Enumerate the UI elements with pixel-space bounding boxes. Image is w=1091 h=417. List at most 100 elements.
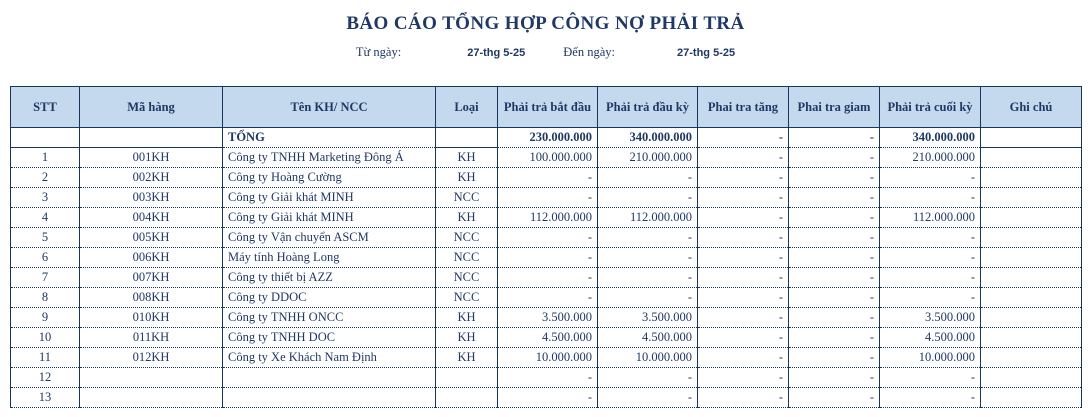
cell-stt: 5 xyxy=(10,227,80,248)
cell-ten: Công ty TNHH DOC xyxy=(222,327,436,348)
cell-dk: - xyxy=(597,287,698,308)
cell-ghi xyxy=(980,387,1082,408)
cell-tang: - xyxy=(697,207,789,228)
cell-ten xyxy=(222,387,436,408)
to-date-label: Đến ngày: xyxy=(563,45,616,59)
table-row: 9 010KH Công ty TNHH ONCC KH 3.500.000 3.500.… xyxy=(10,307,1082,328)
cell-ck: - xyxy=(879,167,981,188)
cell-bd: - xyxy=(497,287,598,308)
cell-ten: TỔNG xyxy=(222,127,436,148)
table-row: 11 012KH Công ty Xe Khách Nam Định KH 10.000… xyxy=(10,347,1082,368)
column-header-loai: Loại xyxy=(435,86,498,128)
cell-ghi xyxy=(980,267,1082,288)
cell-giam: - xyxy=(788,227,880,248)
cell-ma: 001KH xyxy=(79,147,223,168)
cell-dk: - xyxy=(597,227,698,248)
cell-ck: - xyxy=(879,187,981,208)
cell-bd: - xyxy=(497,167,598,188)
cell-ma xyxy=(79,387,223,408)
cell-ghi xyxy=(980,327,1082,348)
cell-bd: 10.000.000 xyxy=(497,347,598,368)
cell-loai: KH xyxy=(435,147,498,168)
cell-ten: Công ty DDOC xyxy=(222,287,436,308)
cell-stt: 3 xyxy=(10,187,80,208)
cell-ck: 4.500.000 xyxy=(879,327,981,348)
cell-tang: - xyxy=(697,167,789,188)
cell-ma: 012KH xyxy=(79,347,223,368)
cell-ck: 340.000.000 xyxy=(879,127,981,148)
column-header-phai-tra-giam: Phai tra giam xyxy=(788,86,880,128)
cell-ma: 011KH xyxy=(79,327,223,348)
cell-ten: Công ty TNHH Marketing Đông Á xyxy=(222,147,436,168)
cell-giam: - xyxy=(788,267,880,288)
cell-ghi xyxy=(980,247,1082,268)
cell-stt: 2 xyxy=(10,167,80,188)
table-row: 6 006KH Máy tính Hoàng Long NCC - - - - - xyxy=(10,247,1082,268)
cell-ma: 002KH xyxy=(79,167,223,188)
to-date-value: 27-thg 5-25 xyxy=(677,47,736,59)
table-row: 4 004KH Công ty Giải khát MINH KH 112.000.00… xyxy=(10,207,1082,228)
column-header-phai-tra-cuoi-ky: Phải trả cuối kỳ xyxy=(879,86,981,128)
cell-giam: - xyxy=(788,127,880,148)
column-header-ma-hang: Mã hàng xyxy=(79,86,223,128)
cell-ten: Công ty TNHH ONCC xyxy=(222,307,436,328)
cell-ck: - xyxy=(879,367,981,388)
cell-giam: - xyxy=(788,327,880,348)
table-row: 2 002KH Công ty Hoàng Cường KH - - - - - xyxy=(10,167,1082,188)
cell-stt: 10 xyxy=(10,327,80,348)
cell-dk: - xyxy=(597,167,698,188)
cell-dk: - xyxy=(597,187,698,208)
table-row: 13- - - - - xyxy=(10,387,1082,408)
column-header-ten-kh-ncc: Tên KH/ NCC xyxy=(222,86,436,128)
cell-ma: 006KH xyxy=(79,247,223,268)
date-range-bar: Từ ngày: 27-thg 5-25 Đến ngày: 27-thg 5-… xyxy=(0,45,1091,60)
cell-loai xyxy=(435,127,498,148)
cell-loai xyxy=(435,367,498,388)
cell-bd: 4.500.000 xyxy=(497,327,598,348)
cell-ck: - xyxy=(879,267,981,288)
cell-dk: - xyxy=(597,247,698,268)
cell-dk: - xyxy=(597,367,698,388)
column-header-phai-tra-bat-dau: Phải trả bắt đầu xyxy=(497,86,598,128)
cell-ghi xyxy=(980,167,1082,188)
cell-ghi xyxy=(980,187,1082,208)
page-title: BÁO CÁO TỔNG HỢP CÔNG NỢ PHẢI TRẢ xyxy=(346,13,745,34)
cell-giam: - xyxy=(788,367,880,388)
cell-dk: - xyxy=(597,267,698,288)
cell-dk: 340.000.000 xyxy=(597,127,698,148)
cell-ck: - xyxy=(879,387,981,408)
table-row: 7 007KH Công ty thiết bị AZZ NCC - - - - - xyxy=(10,267,1082,288)
cell-giam: - xyxy=(788,167,880,188)
cell-ghi xyxy=(980,227,1082,248)
report-header: BÁO CÁO TỔNG HỢP CÔNG NỢ PHẢI TRẢ Từ ngà… xyxy=(0,0,1091,60)
cell-ghi xyxy=(980,347,1082,368)
cell-ghi xyxy=(980,147,1082,168)
cell-bd: - xyxy=(497,247,598,268)
cell-ck: - xyxy=(879,287,981,308)
cell-bd: - xyxy=(497,367,598,388)
cell-ten: Công ty Xe Khách Nam Định xyxy=(222,347,436,368)
table-row: 8 008KH Công ty DDOC NCC - - - - - xyxy=(10,287,1082,308)
cell-stt xyxy=(10,127,80,148)
cell-tang: - xyxy=(697,327,789,348)
cell-tang: - xyxy=(697,227,789,248)
cell-ma: 003KH xyxy=(79,187,223,208)
cell-bd: - xyxy=(497,227,598,248)
cell-loai: NCC xyxy=(435,187,498,208)
cell-giam: - xyxy=(788,147,880,168)
cell-stt: 11 xyxy=(10,347,80,368)
cell-ghi xyxy=(980,367,1082,388)
table-row: 5 005KH Công ty Vận chuyển ASCM NCC - - - - - xyxy=(10,227,1082,248)
cell-ten xyxy=(222,367,436,388)
cell-stt: 9 xyxy=(10,307,80,328)
cell-ghi xyxy=(980,207,1082,228)
cell-ma: 008KH xyxy=(79,287,223,308)
cell-tang: - xyxy=(697,307,789,328)
cell-ma xyxy=(79,127,223,148)
cell-loai: NCC xyxy=(435,267,498,288)
cell-ck: 10.000.000 xyxy=(879,347,981,368)
cell-ten: Công ty Hoàng Cường xyxy=(222,167,436,188)
cell-bd: 100.000.000 xyxy=(497,147,598,168)
cell-ck: 112.000.000 xyxy=(879,207,981,228)
cell-stt: 8 xyxy=(10,287,80,308)
